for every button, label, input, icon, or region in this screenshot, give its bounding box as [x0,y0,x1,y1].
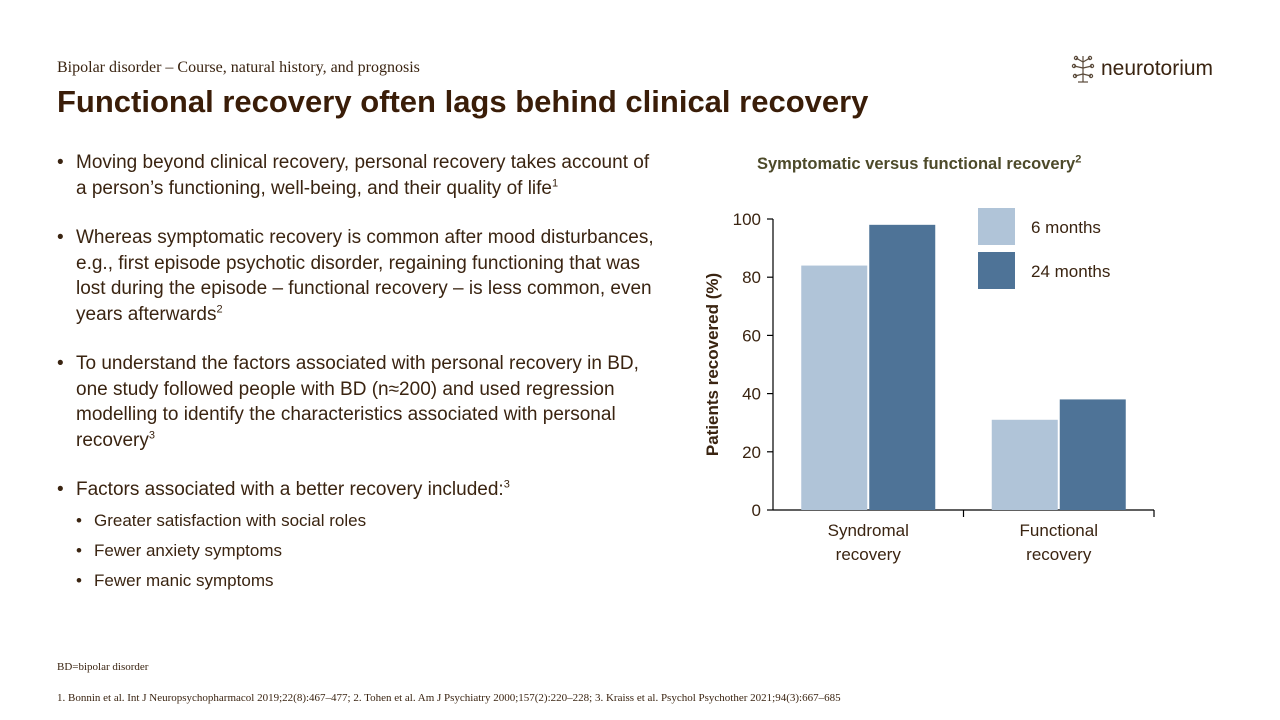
y-tick-label: 60 [742,326,761,345]
bullet-text: Moving beyond clinical recovery, persona… [76,152,650,199]
neurotorium-logo: neurotorium [1070,54,1213,84]
legend-label: 24 months [1031,262,1110,281]
y-tick-label: 40 [742,385,761,404]
bullet-text: Factors associated with a better recover… [76,479,504,500]
references: 1. Bonnin et al. Int J Neuropsychopharma… [57,692,841,704]
x-tick-label: Functional [1020,521,1098,540]
legend-label: 6 months [1031,218,1101,237]
abbreviation-note: BD=bipolar disorder [57,661,149,673]
bullet-item: Whereas symptomatic recovery is common a… [57,225,657,327]
y-tick-label: 20 [742,443,761,462]
y-tick-label: 100 [733,210,761,229]
bullet-ref: 3 [148,429,155,442]
y-axis-label: Patients recovered (%) [703,273,722,456]
bullet-ref: 2 [216,303,223,316]
bar-6-months [801,265,868,510]
y-tick-label: 80 [742,268,761,287]
sub-bullet-list: Greater satisfaction with social roles F… [57,511,657,591]
chart-title-ref: 2 [1075,153,1082,166]
bullet-ref: 3 [503,478,510,491]
bar-24-months [869,224,936,510]
legend-swatch [978,252,1015,289]
bar-6-months [991,419,1058,510]
chart-title-text: Symptomatic versus functional recovery [757,155,1076,173]
sub-bullet-item: Greater satisfaction with social roles [76,511,657,531]
bullet-item: Factors associated with a better recover… [57,477,657,503]
bullet-text: To understand the factors associated wit… [76,353,639,451]
bar-chart: 0 20 40 60 80 100 Patients recovered (%) Syndro… [703,208,1155,564]
x-tick-label: recovery [1026,545,1092,564]
legend-swatch [978,208,1015,245]
logo-text: neurotorium [1101,57,1214,80]
sub-bullet-item: Fewer anxiety symptoms [76,541,657,561]
slide-title: Functional recovery often lags behind cl… [57,84,869,119]
bullet-text: Whereas symptomatic recovery is common a… [76,227,654,325]
y-tick-label: 0 [752,501,761,520]
bullet-item: To understand the factors associated wit… [57,351,657,453]
sub-bullet-item: Fewer manic symptoms [76,571,657,591]
bullet-ref: 1 [552,177,559,190]
bar-24-months [1059,399,1126,510]
bullet-list: Moving beyond clinical recovery, persona… [57,150,657,591]
chart-title: Symptomatic versus functional recovery2 [757,153,1082,174]
section-subtitle: Bipolar disorder – Course, natural histo… [57,59,420,76]
x-tick-label: recovery [836,545,902,564]
brain-tree-icon [1071,55,1095,83]
x-tick-label: Syndromal [828,521,909,540]
bullet-item: Moving beyond clinical recovery, persona… [57,150,657,201]
